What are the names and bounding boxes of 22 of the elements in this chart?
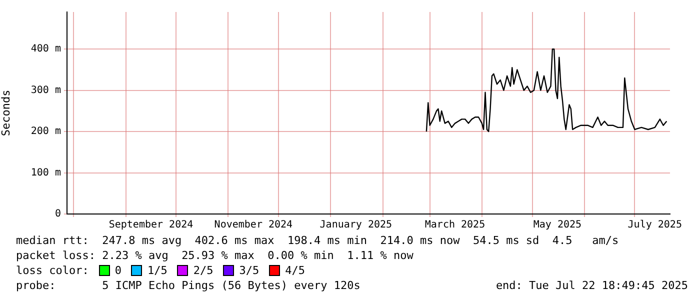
y-tick-label: 100 m [30,167,61,178]
text: 1/5 [147,263,168,278]
text: probe: 5 ICMP Echo Pings (56 Bytes) every 120s [16,278,360,293]
text: 3/5 [239,263,260,278]
y-tick-label: 300 m [30,84,61,96]
y-tick-label: 0 [54,208,61,220]
x-tick-label: September 2024 [108,220,194,231]
x-tick-label: March 2025 [424,220,486,231]
text: packet loss: 2.23 % avg 25.93 % max 0.00 % min 1.11 % now [16,248,414,263]
x-tick-label: July 2025 [628,220,682,231]
text: 0 [114,263,122,278]
x-tick-label: November 2024 [214,220,293,231]
x-tick-label: January 2025 [320,220,392,231]
y-tick-label: 200 m [30,126,61,138]
y-axis-title: Seconds [0,90,12,136]
text: 2/5 [193,263,214,278]
text: end: Tue Jul 22 18:49:45 2025 [496,278,688,293]
y-tick-label: 400 m [30,44,61,55]
text: loss color: [16,263,89,278]
text: median rtt: 247.8 ms avg 402.6 ms max 198.4 ms min 214.0 ms now 54.5 ms sd 4.5 am/s [16,233,619,248]
text: 4/5 [285,263,305,278]
x-tick-label: May 2025 [533,220,582,231]
